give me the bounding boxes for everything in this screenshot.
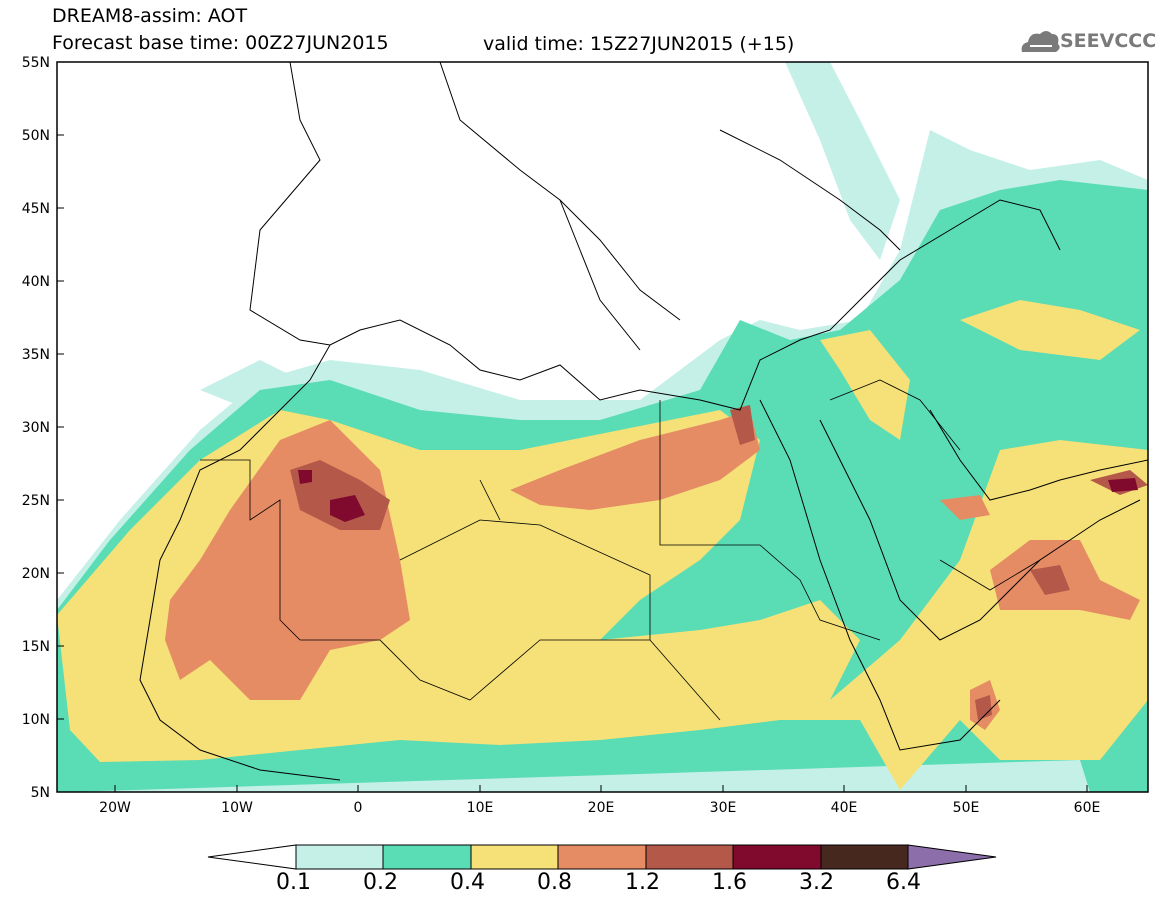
lat-label: 45N (22, 201, 50, 217)
lon-label: 40E (831, 800, 858, 816)
colorbar-swatch (470, 844, 559, 870)
colorbar-swatch (645, 844, 734, 870)
lon-axis: 20W 10W 0 10E 20E 30E 40E 50E 60E (99, 785, 1100, 816)
colorbar-swatch (382, 844, 472, 870)
lon-label: 30E (710, 800, 737, 816)
lat-label: 55N (22, 55, 50, 71)
colorbar-label: 0.1 (276, 870, 311, 895)
lat-label: 10N (22, 712, 50, 728)
seevccc-logo: SEEVCCC (1060, 30, 1157, 52)
colorbar-over-arrow (907, 844, 997, 870)
colorbar-under-arrow (207, 844, 297, 870)
lat-axis: 55N 50N 45N 40N 35N 30N 25N 20N 15N 10N … (22, 55, 64, 801)
lon-label: 50E (953, 800, 980, 816)
colorbar-swatch (732, 844, 822, 870)
lat-label: 30N (22, 420, 50, 436)
lat-label: 20N (22, 566, 50, 582)
colorbar-label: 6.4 (886, 870, 921, 895)
coastlines (139, 62, 1148, 781)
colorbar (207, 844, 997, 870)
lon-label: 0 (354, 800, 363, 816)
colorbar-label: 1.2 (625, 870, 660, 895)
colorbar-label: 0.8 (537, 870, 572, 895)
aot-band-1-6 (298, 470, 1138, 522)
colorbar-label: 0.4 (450, 870, 485, 895)
forecast-base-time: Forecast base time: 00Z27JUN2015 (52, 32, 389, 54)
lon-label: 20E (588, 800, 615, 816)
colorbar-label: 0.2 (363, 870, 398, 895)
colorbar-swatch (557, 844, 647, 870)
cloud-icon (1021, 31, 1060, 52)
aot-band-1-2 (290, 405, 1148, 720)
valid-time: valid time: 15Z27JUN2015 (+15) (483, 33, 795, 55)
colorbar-label: 3.2 (799, 870, 834, 895)
lat-label: 40N (22, 274, 50, 290)
lon-label: 60E (1074, 800, 1101, 816)
lon-label: 10E (467, 800, 494, 816)
lon-label: 20W (99, 800, 131, 816)
lon-label: 10W (221, 800, 253, 816)
country-borders (200, 379, 1041, 721)
lat-label: 25N (22, 493, 50, 509)
lat-label: 5N (31, 785, 50, 801)
lat-label: 15N (22, 639, 50, 655)
map-title: DREAM8-assim: AOT (52, 5, 248, 27)
lat-label: 35N (22, 347, 50, 363)
colorbar-label: 1.6 (712, 870, 747, 895)
colorbar-swatch (820, 844, 909, 870)
lat-label: 50N (22, 128, 50, 144)
colorbar-swatch (295, 844, 384, 870)
